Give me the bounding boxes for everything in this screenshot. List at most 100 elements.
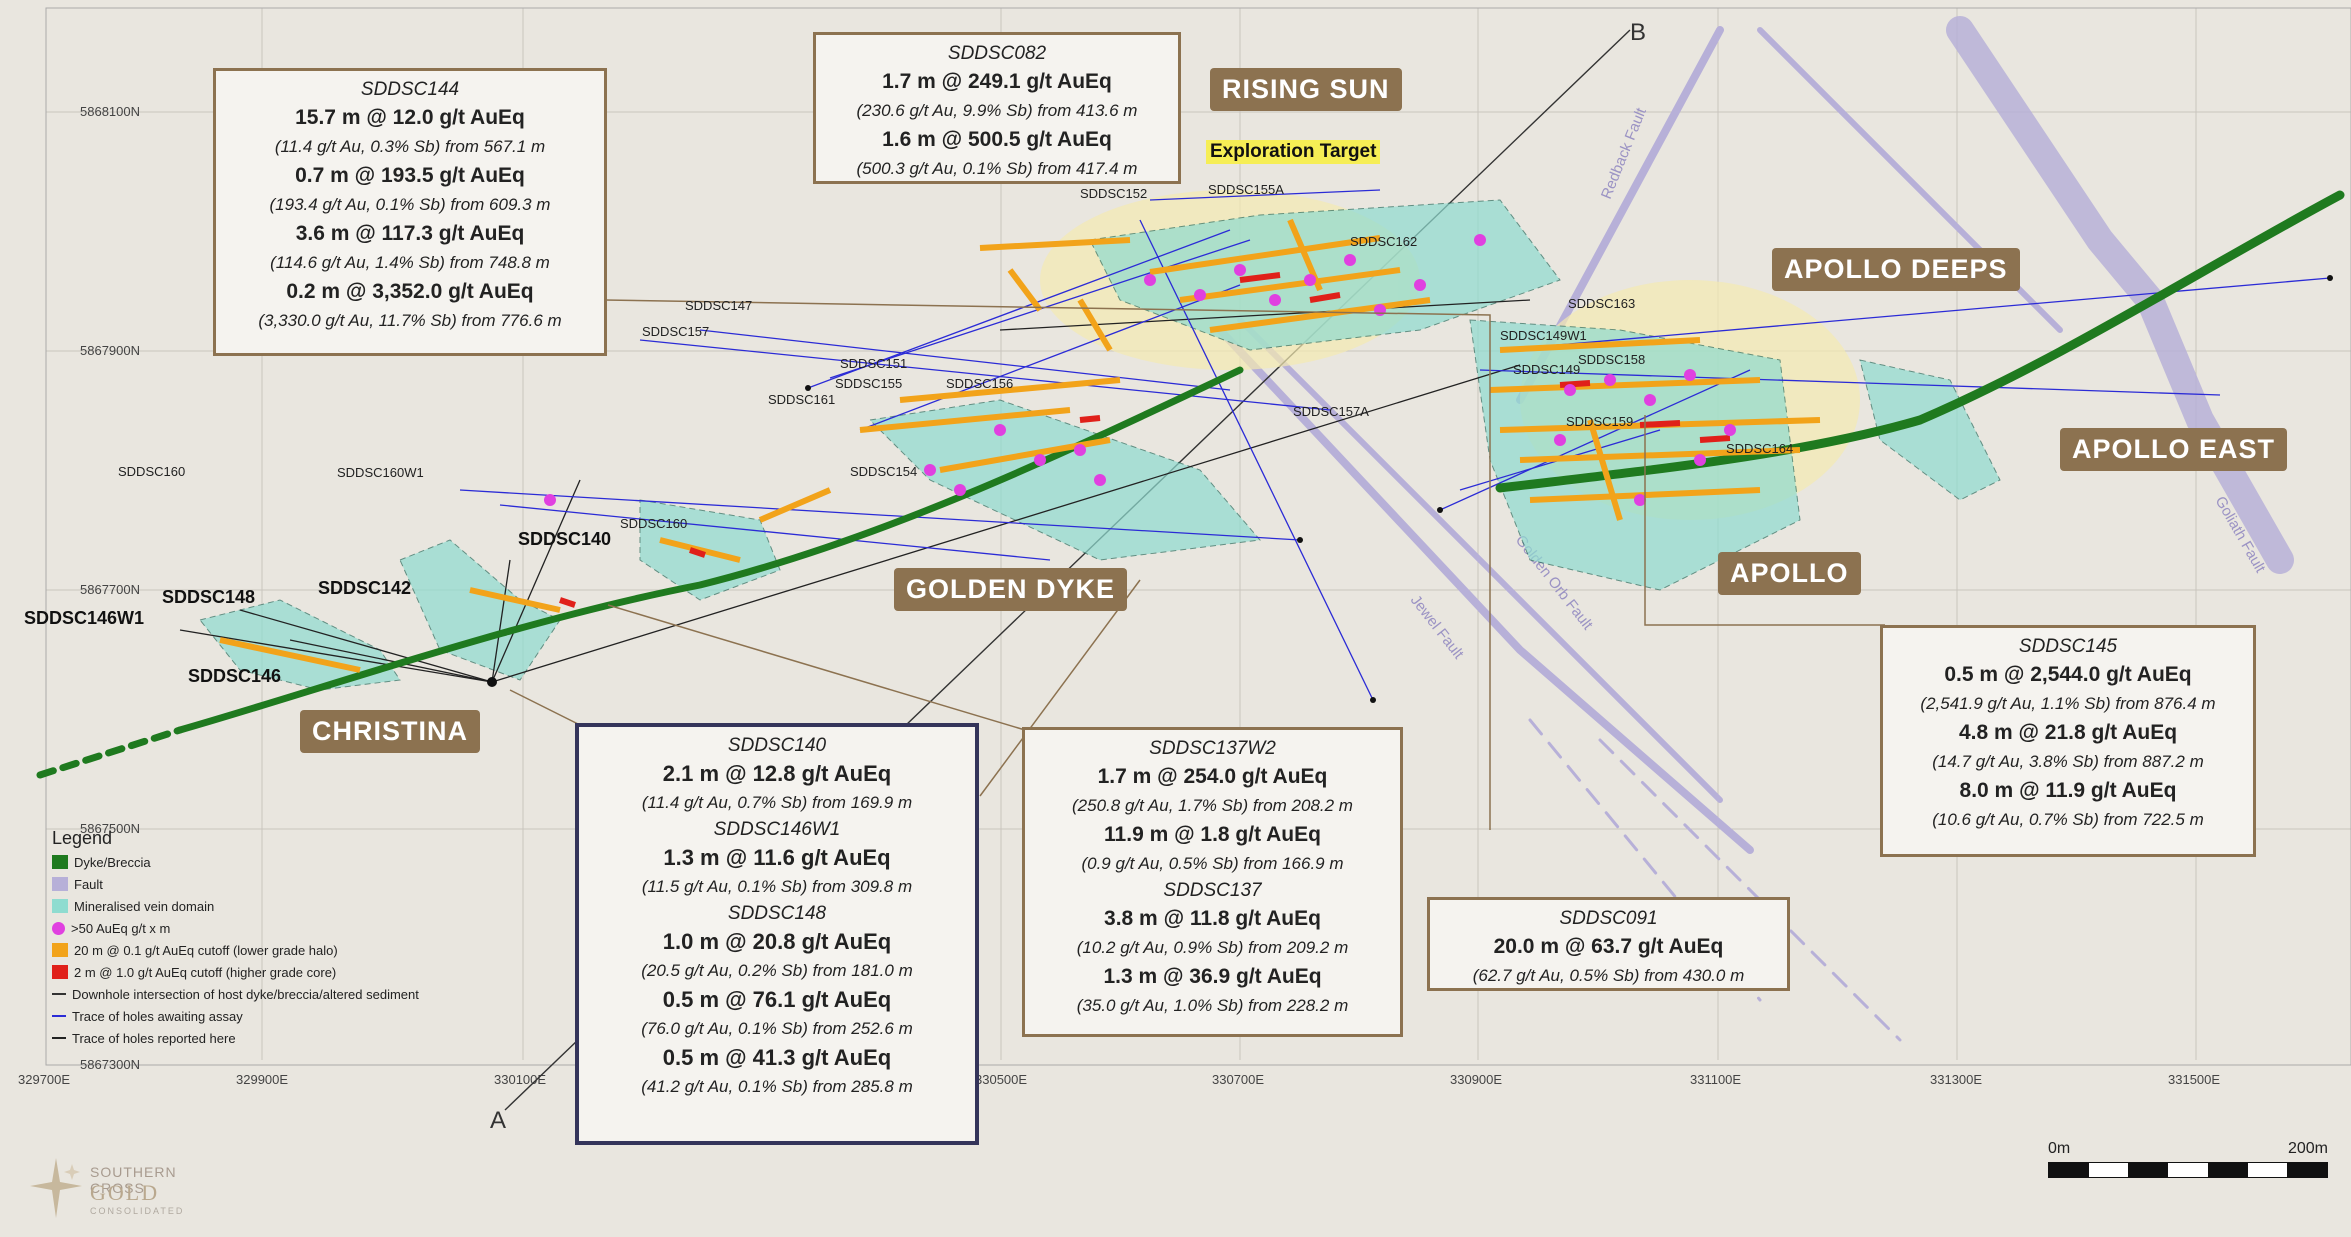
intercept-main: 1.0 m @ 20.8 g/t AuEq	[662, 929, 892, 954]
legend-label: Trace of holes awaiting assay	[72, 1008, 243, 1024]
logo-line1: SOUTHERN CROSS	[90, 1164, 177, 1196]
callout-hole-name: SDDSC144	[360, 79, 460, 100]
hole-label: SDDSC160W1	[337, 465, 424, 480]
goliath-fault	[1946, 16, 2294, 574]
legend-item: Trace of holes reported here	[52, 1027, 512, 1049]
callout-hole-name: SDDSC140	[727, 735, 827, 756]
easting-label: 329700E	[18, 1072, 70, 1087]
legend-label: Downhole intersection of host dyke/brecc…	[72, 986, 419, 1002]
legend-item: Mineralised vein domain	[52, 895, 512, 917]
hole-label: SDDSC157A	[1293, 404, 1369, 419]
star-logo-icon	[30, 1158, 82, 1218]
hole-label: SDDSC148	[162, 587, 255, 607]
intercept-main: 15.7 m @ 12.0 g/t AuEq	[295, 106, 525, 129]
hole-label: SDDSC160	[620, 516, 687, 531]
northing-label: 5867500N	[80, 821, 140, 836]
easting-label: 330700E	[1212, 1072, 1264, 1087]
intercept-sub: (10.2 g/t Au, 0.9% Sb) from 209.2 m	[1076, 938, 1349, 957]
northing-label: 5867900N	[80, 343, 140, 358]
callout-hole-name: SDDSC145	[2018, 636, 2118, 657]
intercept-sub: (20.5 g/t Au, 0.2% Sb) from 181.0 m	[641, 961, 913, 980]
collars	[487, 275, 2333, 703]
logo-line2: GOLD	[90, 1180, 160, 1205]
scale-start-label: 0m	[2048, 1140, 2071, 1157]
intercept-sub: (62.7 g/t Au, 0.5% Sb) from 430.0 m	[1472, 966, 1745, 985]
exploration-target-label: Exploration Target	[1206, 140, 1381, 164]
intercept-sub: (500.3 g/t Au, 0.1% Sb) from 417.4 m	[856, 159, 1138, 178]
legend-dot	[52, 921, 65, 935]
hole-label: SDDSC157	[642, 324, 709, 339]
hole-label: SDDSC146W1	[24, 608, 144, 628]
intercept-sub: (230.6 g/t Au, 9.9% Sb) from 413.6 m	[856, 101, 1138, 120]
intercept-sub: (0.9 g/t Au, 0.5% Sb) from 166.9 m	[1081, 854, 1344, 873]
company-logo: SOUTHERN CROSS GOLD CONSOLIDATED	[28, 1150, 208, 1220]
hole-label: SDDSC142	[318, 578, 411, 598]
hole-traces-awaiting	[459, 189, 2331, 701]
prospect-label-apollo: APOLLO	[1718, 552, 1861, 595]
intercept-sub: (11.5 g/t Au, 0.1% Sb) from 309.8 m	[641, 877, 913, 896]
hole-label: SDDSC147	[685, 298, 752, 313]
easting-label: 330100E	[494, 1072, 546, 1087]
intercept-sub: (3,330.0 g/t Au, 11.7% Sb) from 776.6 m	[258, 311, 562, 330]
intercept-main: 0.5 m @ 2,544.0 g/t AuEq	[1944, 663, 2192, 686]
scale-bar: 0m 200m	[2048, 1140, 2328, 1190]
intercept-main: 4.8 m @ 21.8 g/t AuEq	[1958, 721, 2178, 744]
northing-label: 5867700N	[80, 582, 140, 597]
hole-label: SDDSC149W1	[1500, 328, 1587, 343]
hole-labels: SDDSC152 SDDSC155A SDDSC162 SDDSC147 SDD…	[24, 182, 1793, 686]
callout-leaders	[509, 299, 1885, 830]
legend-line	[52, 1015, 66, 1017]
intercept-sub: (193.4 g/t Au, 0.1% Sb) from 609.3 m	[269, 195, 551, 214]
intercept-main: 0.5 m @ 76.1 g/t AuEq	[662, 987, 892, 1012]
intercept-sub: (250.8 g/t Au, 1.7% Sb) from 208.2 m	[1072, 796, 1353, 815]
callout-sddsc145: SDDSC145 0.5 m @ 2,544.0 g/t AuEq (2,541…	[1880, 625, 2256, 857]
northing-labels: 5868100N 5867900N 5867700N 5867500N 5867…	[80, 104, 140, 1072]
legend-swatch	[52, 943, 68, 957]
prospect-label-apollo-deeps: APOLLO DEEPS	[1772, 248, 2020, 291]
intercept-sub: (10.6 g/t Au, 0.7% Sb) from 722.5 m	[1932, 810, 2204, 829]
intercept-main: 8.0 m @ 11.9 g/t AuEq	[1959, 779, 2177, 802]
hole-label: SDDSC151	[840, 356, 907, 371]
section-label-a: A	[490, 1107, 506, 1134]
legend-swatch	[52, 877, 68, 891]
callout-hole-name: SDDSC082	[947, 43, 1047, 64]
intercept-main: 1.3 m @ 11.6 g/t AuEq	[663, 845, 891, 870]
hole-label: SDDSC149	[1513, 362, 1580, 377]
prospect-label-rising-sun: RISING SUN	[1210, 68, 1402, 111]
intercept-sub: (41.2 g/t Au, 0.1% Sb) from 285.8 m	[641, 1077, 913, 1096]
intercept-sub: (76.0 g/t Au, 0.1% Sb) from 252.6 m	[641, 1019, 913, 1038]
fault-label: Redback Fault	[1598, 105, 1650, 202]
easting-label: 330900E	[1450, 1072, 1502, 1087]
legend-swatch	[52, 855, 68, 869]
hole-label: SDDSC161	[768, 392, 835, 407]
intercept-main: 3.6 m @ 117.3 g/t AuEq	[295, 222, 525, 245]
easting-labels: 329700E 329900E 330100E 330500E 330700E …	[18, 1072, 2220, 1087]
legend-label: Trace of holes reported here	[72, 1030, 236, 1046]
legend-label: 20 m @ 0.1 g/t AuEq cutoff (lower grade …	[74, 942, 338, 958]
intercept-main: 0.7 m @ 193.5 g/t AuEq	[295, 164, 525, 187]
northing-label: 5867300N	[80, 1057, 140, 1072]
hole-traces-reported	[179, 299, 1531, 683]
legend-title: Legend	[52, 828, 113, 848]
intercept-sub: (14.7 g/t Au, 3.8% Sb) from 887.2 m	[1932, 752, 2204, 771]
legend-line	[52, 993, 66, 995]
legend-item: 20 m @ 0.1 g/t AuEq cutoff (lower grade …	[52, 939, 512, 961]
legend-label: Mineralised vein domain	[74, 898, 215, 914]
intercept-main: 2.1 m @ 12.8 g/t AuEq	[662, 761, 892, 786]
easting-label: 331300E	[1930, 1072, 1982, 1087]
logo-line3: CONSOLIDATED	[90, 1206, 185, 1216]
hole-label: SDDSC155	[835, 376, 902, 391]
prospect-label-christina: CHRISTINA	[300, 710, 480, 753]
intercept-sub: (2,541.9 g/t Au, 1.1% Sb) from 876.4 m	[1920, 694, 2216, 713]
callout-sddsc082: SDDSC082 1.7 m @ 249.1 g/t AuEq (230.6 g…	[813, 32, 1181, 184]
hole-label: SDDSC156	[946, 376, 1013, 391]
high-grade-dots	[544, 234, 1736, 506]
jewel-fault	[1237, 317, 1723, 803]
legend-line	[52, 1037, 66, 1039]
hole-label: SDDSC146	[188, 666, 281, 686]
hole-label: SDDSC160	[118, 464, 185, 479]
legend-item: Dyke/Breccia	[52, 851, 512, 873]
callout-hole-name: SDDSC148	[727, 903, 827, 924]
intercept-main: 1.6 m @ 500.5 g/t AuEq	[882, 128, 1112, 151]
intercept-main: 3.8 m @ 11.8 g/t AuEq	[1104, 907, 1321, 930]
